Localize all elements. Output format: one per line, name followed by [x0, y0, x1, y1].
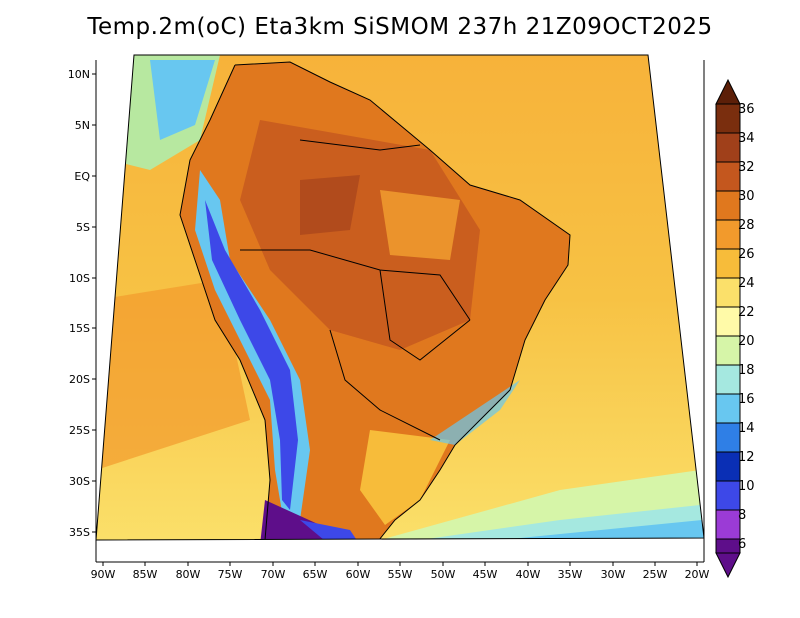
- lat-label: EQ: [74, 170, 90, 183]
- colorbar-label: 12: [738, 450, 755, 465]
- lat-label: 30S: [69, 475, 90, 488]
- colorbar-swatch: [715, 103, 741, 134]
- colorbar-swatch: [715, 132, 741, 163]
- lon-label: 25W: [643, 568, 668, 581]
- lon-label: 50W: [431, 568, 456, 581]
- colorbar-label: 14: [738, 421, 755, 436]
- colorbar-label: 36: [738, 102, 755, 117]
- colorbar-label: 32: [738, 160, 755, 175]
- colorbar-swatch: [715, 335, 741, 366]
- colorbar-swatch: [715, 509, 741, 540]
- lat-label: 5N: [75, 119, 90, 132]
- colorbar-swatch: [715, 161, 741, 192]
- colorbar-swatch: [715, 190, 741, 221]
- lon-label: 85W: [133, 568, 158, 581]
- lon-label: 60W: [346, 568, 371, 581]
- lon-label: 80W: [176, 568, 201, 581]
- map-title: Temp.2m(oC) Eta3km SiSMOM 237h 21Z09OCT2…: [87, 14, 713, 40]
- colorbar-label: 6: [738, 537, 746, 552]
- colorbar-label: 34: [738, 131, 755, 146]
- colorbar-label: 10: [738, 479, 755, 494]
- country-borders: [179, 61, 571, 540]
- colorbar-label: 22: [738, 305, 755, 320]
- lon-label: 75W: [218, 568, 243, 581]
- colorbar-swatch: [715, 451, 741, 482]
- lat-label: 25S: [69, 424, 90, 437]
- colorbar-swatch: [715, 364, 741, 395]
- lon-label: 90W: [91, 568, 116, 581]
- lon-label: 55W: [388, 568, 413, 581]
- colorbar-label: 16: [738, 392, 755, 407]
- colorbar-swatch: [715, 306, 741, 337]
- latitude-axis: 10N 5N EQ 5S 10S 15S 20S 25S 30S 35S: [68, 68, 96, 539]
- colorbar-label: 26: [738, 247, 755, 262]
- lon-label: 70W: [261, 568, 286, 581]
- colorbar-label: 30: [738, 189, 755, 204]
- lon-label: 20W: [685, 568, 710, 581]
- temperature-field: [96, 55, 704, 540]
- colorbar-swatch: [715, 422, 741, 453]
- colorbar-swatch: [715, 538, 741, 554]
- colorbar-label: 18: [738, 363, 755, 378]
- lon-label: 35W: [558, 568, 583, 581]
- colorbar-swatch: [715, 393, 741, 424]
- colorbar-label: 20: [738, 334, 755, 349]
- colorbar-swatch: [715, 480, 741, 511]
- colorbar-label: 28: [738, 218, 755, 233]
- colorbar-swatch: [715, 277, 741, 308]
- colorbar-label: 8: [738, 508, 746, 523]
- lat-label: 10S: [69, 272, 90, 285]
- lon-label: 30W: [601, 568, 626, 581]
- lon-label: 40W: [516, 568, 541, 581]
- colorbar: 36 34 32 30 28 26 24 22 20 18 16 14 12 1…: [715, 78, 755, 579]
- colorbar-bottom-arrow: [715, 552, 741, 579]
- colorbar-label: 24: [738, 276, 755, 291]
- lon-label: 45W: [473, 568, 498, 581]
- lat-label: 15S: [69, 322, 90, 335]
- lat-label: 10N: [68, 68, 90, 81]
- colorbar-swatch: [715, 219, 741, 250]
- lat-label: 35S: [69, 526, 90, 539]
- lat-label: 5S: [76, 221, 90, 234]
- colorbar-swatch: [715, 248, 741, 279]
- longitude-axis: 90W 85W 80W 75W 70W 65W 60W 55W 50W 45W …: [91, 562, 710, 581]
- lon-label: 65W: [303, 568, 328, 581]
- colorbar-top-arrow: [715, 78, 741, 105]
- lat-label: 20S: [69, 373, 90, 386]
